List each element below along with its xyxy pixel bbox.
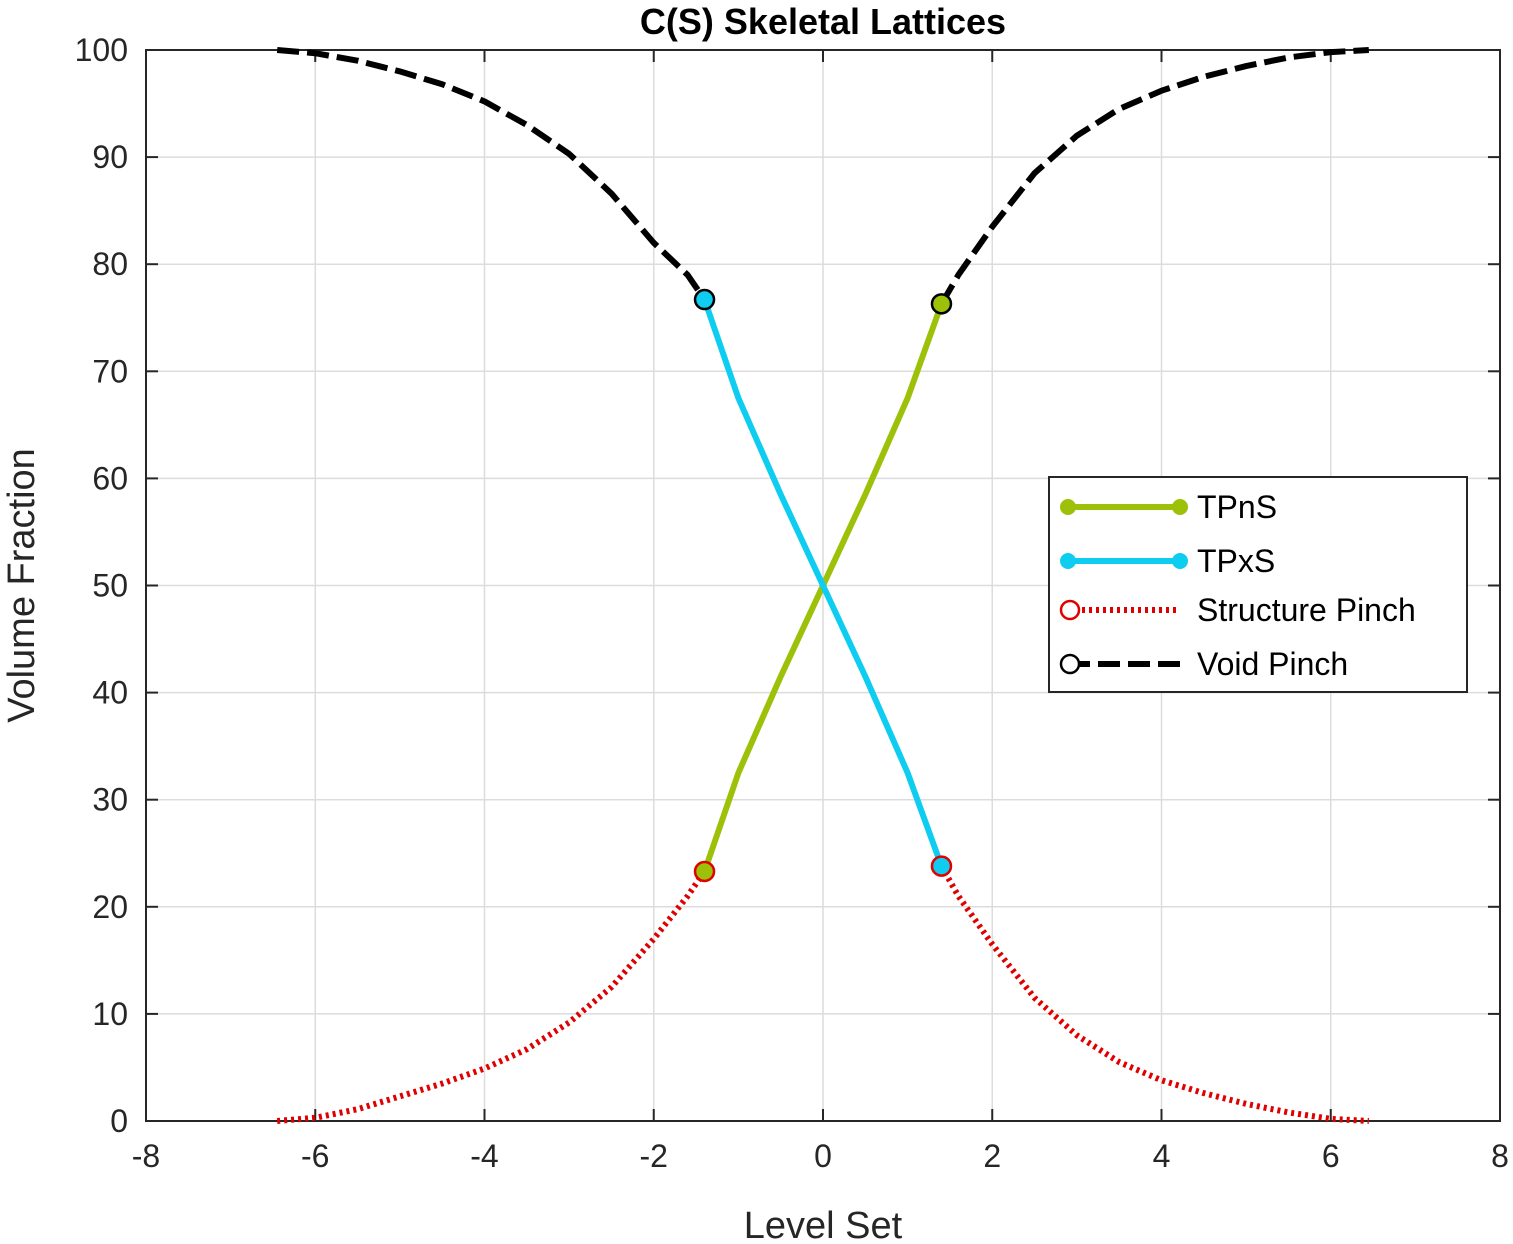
- data-point-tpxs: [930, 855, 953, 877]
- x-axis: -8 -6 -4 -2 0 2 4 6 8: [132, 50, 1509, 1174]
- legend-label-void-pinch: Void Pinch: [1197, 646, 1348, 682]
- legend-marker-void-pinch: [1059, 653, 1081, 675]
- legend-marker-tpns: [1172, 499, 1188, 515]
- y-tick-label: 90: [92, 139, 128, 175]
- data-point-tpns: [693, 860, 716, 883]
- x-tick-label: 4: [1153, 1138, 1171, 1174]
- y-tick-label: 0: [110, 1103, 128, 1139]
- x-tick-label: 8: [1491, 1138, 1509, 1174]
- x-tick-label: -6: [301, 1138, 329, 1174]
- legend: TPnS TPxS Structure Pinch Void Pinch: [1048, 476, 1468, 693]
- y-tick-label: 30: [92, 782, 128, 818]
- series-line-void-pinch: [938, 47, 1369, 306]
- series-layer: [276, 47, 1369, 1124]
- legend-label-structure-pinch: Structure Pinch: [1197, 592, 1416, 628]
- y-tick-label: 80: [92, 246, 128, 282]
- y-tick-label: 60: [92, 460, 128, 496]
- y-tick-label: 100: [75, 32, 128, 68]
- y-tick-label: 70: [92, 353, 128, 389]
- series-line-tpxs: [701, 296, 945, 870]
- legend-marker-tpxs: [1060, 553, 1076, 569]
- legend-label-tpns: TPnS: [1197, 489, 1277, 525]
- data-point-tpns: [930, 293, 953, 315]
- x-tick-label: 0: [814, 1138, 832, 1174]
- legend-box: [1048, 476, 1468, 693]
- y-tick-label: 40: [92, 675, 128, 711]
- y-axis-label: Volume Fraction: [1, 448, 43, 723]
- x-tick-label: -2: [640, 1138, 668, 1174]
- x-axis-label: Level Set: [744, 1205, 903, 1244]
- legend-marker-tpxs: [1172, 553, 1188, 569]
- x-tick-label: -4: [470, 1138, 498, 1174]
- y-tick-label: 50: [92, 568, 128, 604]
- legend-marker-tpns: [1060, 499, 1076, 515]
- x-tick-label: -8: [132, 1138, 160, 1174]
- y-tick-label: 10: [92, 996, 128, 1032]
- y-tick-label: 20: [92, 889, 128, 925]
- x-tick-label: 6: [1322, 1138, 1340, 1174]
- data-point-tpxs: [693, 288, 716, 311]
- series-line-void-pinch: [276, 47, 707, 302]
- x-tick-label: 2: [983, 1138, 1001, 1174]
- legend-marker-structure-pinch: [1059, 599, 1081, 621]
- chart-title: C(S) Skeletal Lattices: [640, 1, 1006, 42]
- y-axis: 0 10 20 30 40 50 60 70 80 90 100: [75, 32, 1500, 1139]
- legend-label-tpxs: TPxS: [1197, 543, 1275, 579]
